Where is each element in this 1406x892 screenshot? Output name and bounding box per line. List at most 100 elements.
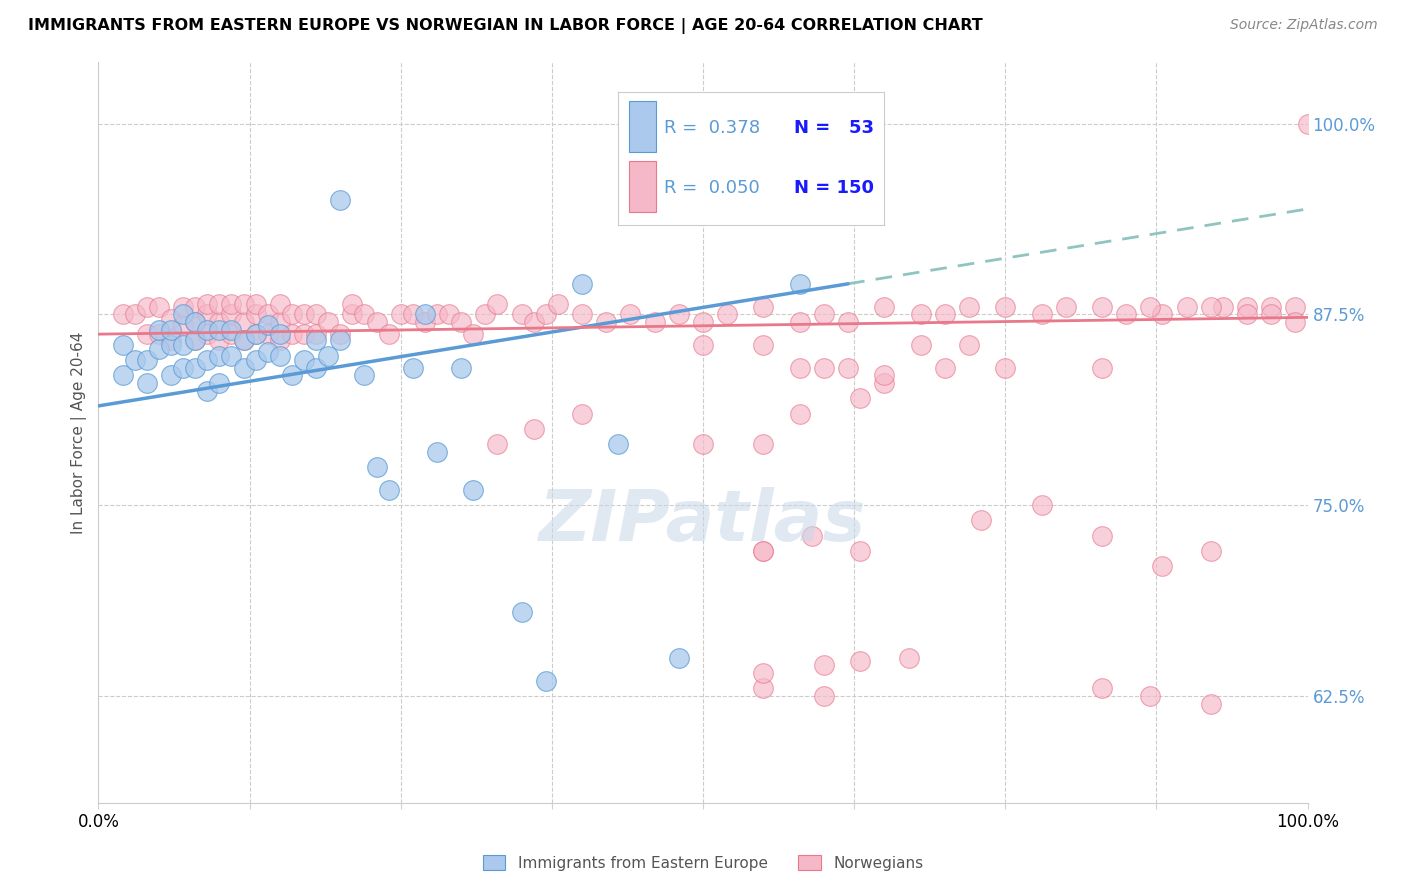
Text: ZIPatlas: ZIPatlas (540, 487, 866, 556)
Point (1284, 315, 1306, 329)
Point (195, 322, 218, 336)
Point (692, 437, 714, 451)
Text: IMMIGRANTS FROM EASTERN EUROPE VS NORWEGIAN IN LABOR FORCE | AGE 20-64 CORRELATI: IMMIGRANTS FROM EASTERN EUROPE VS NORWEG… (28, 18, 983, 34)
Point (269, 349, 291, 363)
Point (752, 666, 775, 681)
Point (292, 307, 315, 321)
Point (221, 296, 243, 310)
Point (195, 296, 218, 310)
Point (752, 544, 775, 558)
Point (245, 307, 267, 321)
Point (1260, 300, 1282, 314)
Point (463, 327, 485, 342)
Point (1199, 300, 1222, 314)
Point (232, 333, 254, 347)
Point (813, 360, 835, 375)
Point (184, 315, 207, 329)
Point (221, 349, 243, 363)
Point (837, 360, 859, 375)
Point (413, 307, 436, 321)
Point (366, 460, 388, 475)
Point (752, 338, 775, 352)
Point (849, 391, 872, 405)
Point (184, 333, 207, 347)
Point (160, 338, 183, 352)
Point (571, 407, 593, 421)
Point (619, 307, 641, 321)
Point (910, 338, 932, 352)
Point (1199, 544, 1222, 558)
Point (813, 689, 835, 703)
Legend: Immigrants from Eastern Europe, Norwegians: Immigrants from Eastern Europe, Norwegia… (477, 848, 929, 877)
Point (957, 338, 980, 352)
Point (281, 327, 304, 342)
Point (1260, 307, 1282, 321)
Point (172, 360, 194, 375)
Point (342, 296, 364, 310)
Point (474, 307, 496, 321)
Point (342, 307, 364, 321)
Point (1115, 307, 1137, 321)
Point (305, 360, 328, 375)
Point (450, 360, 472, 375)
Point (292, 353, 315, 368)
Point (571, 307, 593, 321)
Point (934, 360, 956, 375)
Point (897, 650, 920, 665)
Point (1139, 689, 1161, 703)
Point (148, 343, 170, 357)
Point (353, 368, 375, 383)
Point (789, 277, 811, 291)
Point (208, 315, 231, 329)
Point (256, 345, 278, 359)
Point (1199, 697, 1222, 711)
Point (607, 437, 630, 451)
Point (1139, 300, 1161, 314)
Point (160, 333, 183, 347)
Point (716, 307, 738, 321)
Point (366, 315, 388, 329)
Point (329, 193, 352, 207)
Point (208, 376, 231, 390)
Point (789, 360, 811, 375)
Point (1091, 300, 1114, 314)
Point (644, 315, 666, 329)
Point (245, 353, 267, 368)
Point (1296, 116, 1319, 130)
Point (510, 605, 533, 619)
Point (1091, 529, 1114, 543)
Point (377, 483, 399, 497)
Point (135, 353, 157, 368)
Point (510, 307, 533, 321)
Point (402, 360, 425, 375)
Point (752, 544, 775, 558)
Point (1212, 300, 1234, 314)
Point (305, 307, 328, 321)
Point (256, 318, 278, 332)
Point (221, 327, 243, 342)
Point (668, 307, 690, 321)
Point (269, 327, 291, 342)
Point (463, 483, 485, 497)
Point (377, 327, 399, 342)
Point (208, 333, 231, 347)
Point (1236, 300, 1258, 314)
Point (208, 349, 231, 363)
Point (970, 513, 993, 527)
Point (281, 368, 304, 383)
Point (148, 300, 170, 314)
Point (172, 307, 194, 321)
Point (245, 327, 267, 342)
Point (752, 681, 775, 696)
Point (135, 327, 157, 342)
Point (426, 307, 449, 321)
Point (873, 300, 896, 314)
Point (269, 333, 291, 347)
Point (221, 307, 243, 321)
Point (232, 360, 254, 375)
Point (426, 444, 449, 458)
Point (1091, 360, 1114, 375)
Point (789, 407, 811, 421)
Point (195, 327, 218, 342)
Point (752, 300, 775, 314)
